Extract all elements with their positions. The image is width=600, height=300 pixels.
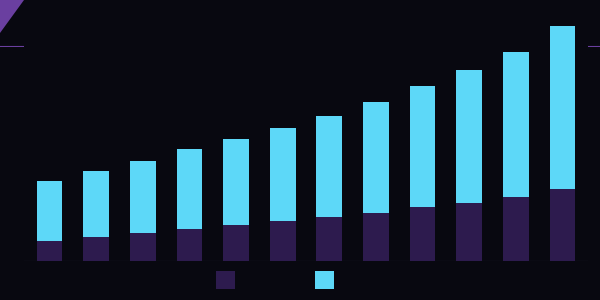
Bar	[176, 149, 202, 229]
Bar	[503, 197, 529, 261]
Bar	[270, 221, 296, 261]
Bar	[130, 161, 155, 233]
Bar	[316, 217, 342, 261]
Bar	[315, 271, 334, 289]
Bar	[503, 52, 529, 197]
Bar	[130, 233, 155, 261]
Bar	[176, 229, 202, 261]
Bar	[83, 171, 109, 237]
Bar	[216, 271, 235, 289]
Bar	[37, 241, 62, 261]
Bar	[550, 26, 575, 189]
Bar	[550, 189, 575, 261]
Polygon shape	[0, 0, 24, 32]
Bar	[270, 128, 296, 221]
Bar	[37, 181, 62, 241]
Bar	[363, 213, 389, 261]
Bar	[223, 225, 249, 261]
Bar	[457, 203, 482, 261]
Bar	[316, 116, 342, 217]
Bar	[410, 86, 436, 207]
Bar	[410, 207, 436, 261]
Bar	[457, 70, 482, 203]
Bar	[223, 140, 249, 225]
Text: U.S. air-dried food market size, by application, 2016 - 2027 (USD Billion): U.S. air-dried food market size, by appl…	[36, 17, 397, 27]
Bar	[363, 102, 389, 213]
Bar	[83, 237, 109, 261]
